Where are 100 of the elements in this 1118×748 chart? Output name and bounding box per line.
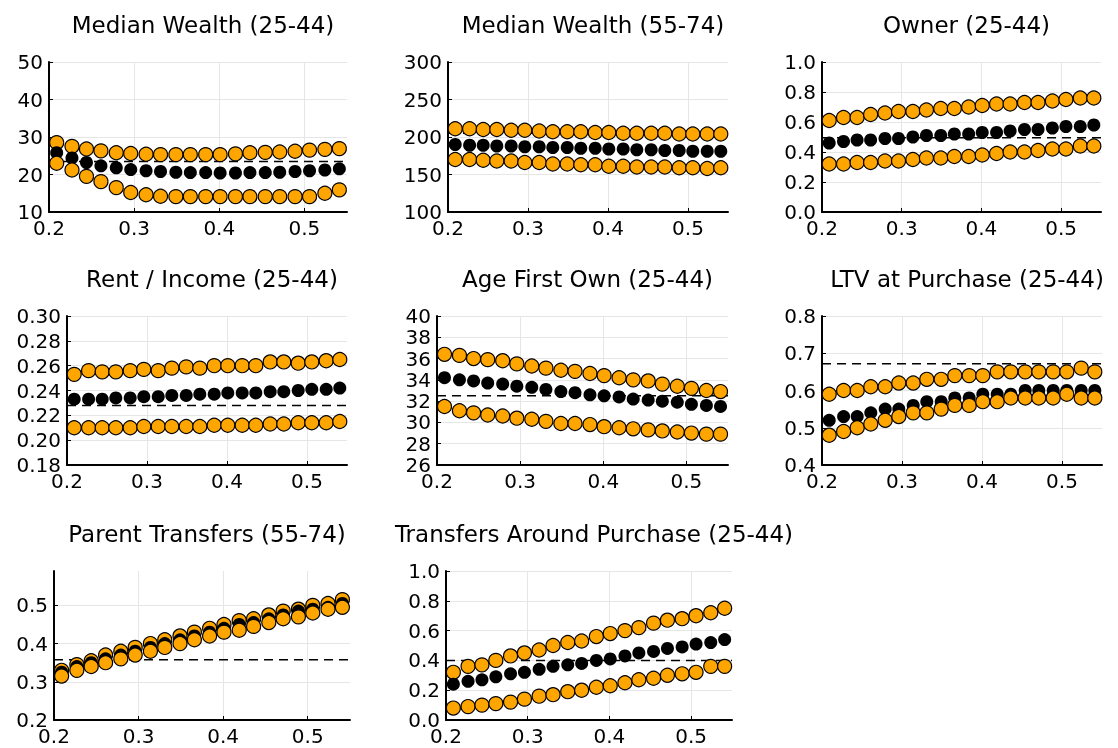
x-tick-label: 0.4 [203, 216, 236, 240]
point [671, 160, 687, 176]
point [461, 674, 475, 688]
point [331, 141, 347, 157]
point [631, 620, 647, 636]
point [674, 666, 690, 682]
y-tick-label: 0.22 [16, 403, 61, 428]
point [127, 647, 143, 663]
y-tick-label: 0.2 [408, 678, 440, 703]
x-tick-label: 0.4 [211, 469, 243, 493]
point [49, 155, 65, 171]
point [601, 158, 617, 174]
x-tick-label: 0.5 [675, 724, 708, 748]
point [436, 398, 453, 415]
point [518, 140, 532, 154]
point [1087, 364, 1103, 380]
point [154, 165, 168, 178]
point [451, 347, 468, 363]
point [504, 139, 518, 153]
point [699, 160, 715, 177]
point [1045, 364, 1061, 380]
x-tick-label: 0.5 [1045, 216, 1078, 240]
point [152, 188, 169, 204]
point [531, 123, 547, 139]
x-tick-label: 0.3 [118, 216, 151, 240]
point [906, 130, 920, 144]
point [168, 147, 184, 163]
y-tick-label: 40 [405, 304, 431, 328]
point [582, 416, 598, 433]
point [546, 141, 560, 154]
point [837, 135, 851, 148]
point [1059, 120, 1073, 133]
point [1017, 390, 1033, 406]
point [689, 637, 703, 651]
point [672, 144, 686, 157]
point [675, 640, 689, 654]
point [1058, 91, 1074, 108]
point [231, 622, 247, 638]
x-tick-label: 0.3 [122, 724, 155, 748]
point [151, 390, 165, 404]
point [257, 189, 273, 205]
point [192, 418, 208, 435]
point [164, 360, 180, 376]
point [961, 99, 977, 115]
point [597, 389, 611, 403]
point [94, 364, 110, 380]
point [503, 153, 519, 169]
point [495, 408, 511, 424]
point [82, 392, 96, 406]
y-tick-label: 0.4 [408, 648, 440, 673]
point [946, 100, 962, 117]
point [109, 161, 123, 175]
point [618, 649, 632, 663]
point [258, 166, 272, 180]
y-tick-label: 0.4 [16, 631, 48, 656]
point [317, 141, 333, 157]
point [276, 354, 292, 370]
y-tick-label: 0.26 [16, 353, 61, 378]
point [863, 106, 879, 123]
point [108, 364, 124, 380]
point [331, 182, 347, 198]
point [1087, 118, 1101, 132]
point [178, 359, 194, 375]
point [933, 100, 949, 117]
point [671, 126, 687, 142]
point [246, 618, 262, 634]
point [54, 668, 70, 684]
y-tick-label: 0.8 [408, 588, 440, 613]
y-tick-label: 0.5 [16, 593, 48, 618]
point [262, 416, 278, 432]
point [108, 420, 124, 436]
x-tick-label: 0.5 [1046, 469, 1078, 493]
point [864, 133, 878, 147]
point [234, 417, 250, 433]
point [288, 165, 302, 178]
point [602, 625, 618, 642]
point [108, 145, 124, 161]
chart-title: Parent Transfers (55-74) [68, 520, 346, 547]
point [933, 371, 949, 387]
point [531, 642, 547, 658]
point [488, 652, 504, 668]
point [436, 346, 453, 362]
point [136, 361, 152, 377]
point [961, 368, 977, 384]
point [560, 634, 576, 651]
point [975, 126, 989, 139]
point [503, 122, 519, 138]
point [319, 382, 333, 396]
point [836, 423, 852, 440]
point [1044, 93, 1060, 109]
point [277, 385, 291, 399]
point [575, 656, 589, 670]
point [451, 403, 468, 419]
point [961, 148, 977, 165]
point [64, 138, 80, 154]
point [212, 189, 228, 205]
point [688, 608, 704, 624]
point [892, 132, 906, 145]
point [186, 632, 202, 648]
point [717, 658, 733, 674]
